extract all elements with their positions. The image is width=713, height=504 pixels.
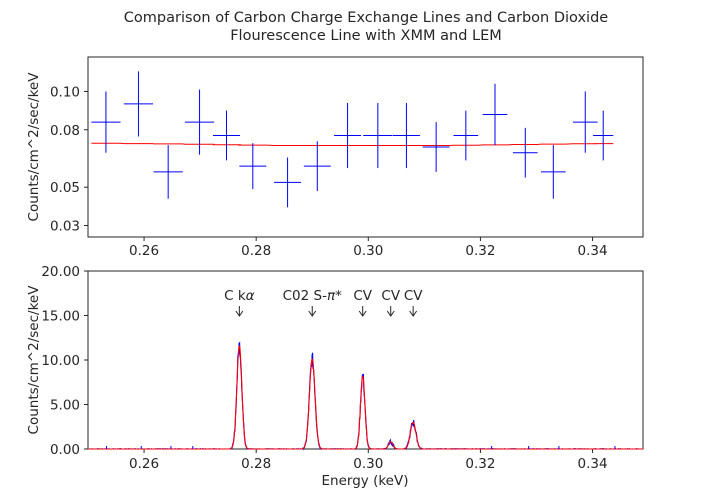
peak-annotation-text: C02 S- <box>283 288 327 304</box>
peak-annotation-suffix: * <box>335 288 342 304</box>
peak-annotation-greek: π <box>327 288 336 304</box>
bottom-y-tick-label: 10.00 <box>41 353 80 369</box>
bottom-x-tick-label: 0.26 <box>129 456 159 472</box>
peak-annotation-greek: α <box>246 288 255 304</box>
peak-annotation-label: C kα <box>224 288 255 304</box>
top-plot: 0.26 0.28 0.30 0.32 0.34 0.03 0.05 0.08 0.10 <box>50 71 614 259</box>
x-axis-label: Energy (keV) <box>322 473 409 489</box>
peak-annotation-label: C02 S-π* <box>283 288 342 304</box>
top-y-axis-label: Counts/cm^2/sec/keV <box>26 72 42 222</box>
peak-annotation-text: CV <box>404 288 423 304</box>
peak-annotation-arrow-head <box>235 310 244 317</box>
peak-annotation-text: C k <box>224 288 246 304</box>
peak-annotation-label: CV <box>381 288 400 304</box>
figure-title-line1: Comparison of Carbon Charge Exchange Lin… <box>124 10 609 26</box>
top-x-tick-label: 0.26 <box>129 243 159 259</box>
top-y-tick-label: 0.08 <box>50 123 80 139</box>
peak-annotation-text: CV <box>353 288 372 304</box>
bottom-x-tick-label: 0.32 <box>465 456 495 472</box>
bottom-y-tick-label: 5.00 <box>50 398 80 414</box>
top-x-tick-label: 0.34 <box>578 243 608 259</box>
bottom-plot: 0.26 0.28 0.30 0.32 0.34 0.00 5.00 10.00 15.00 20… <box>41 264 643 472</box>
bottom-y-tick-label: 20.00 <box>41 264 80 280</box>
bottom-y-tick-label: 0.00 <box>50 442 80 458</box>
bottom-x-tick-label: 0.28 <box>241 456 271 472</box>
peak-annotation-arrow-head <box>358 310 367 317</box>
peak-annotation-label: CV <box>404 288 423 304</box>
figure-title-line2: Flourescence Line with XMM and LEM <box>230 28 502 44</box>
top-x-tick-label: 0.32 <box>465 243 495 259</box>
top-plot-area <box>87 56 644 238</box>
top-y-tick-label: 0.03 <box>50 219 80 235</box>
top-x-tick-label: 0.28 <box>241 243 271 259</box>
peak-annotation-arrow-head <box>386 310 395 317</box>
peak-annotation-label: CV <box>353 288 372 304</box>
top-model-line <box>91 142 614 146</box>
bottom-y-tick-label: 15.00 <box>41 309 80 325</box>
peak-annotation-text: CV <box>381 288 400 304</box>
top-x-tick-label: 0.30 <box>353 243 383 259</box>
peak-annotation-arrow-head <box>308 310 317 317</box>
bottom-model-line <box>88 345 643 450</box>
bottom-y-axis-label: Counts/cm^2/sec/keV <box>26 285 42 435</box>
peak-annotation-arrow-head <box>409 310 418 317</box>
top-y-tick-label: 0.10 <box>50 84 80 100</box>
bottom-x-tick-label: 0.30 <box>353 456 383 472</box>
top-y-tick-label: 0.05 <box>50 180 80 196</box>
bottom-x-tick-label: 0.34 <box>578 456 608 472</box>
